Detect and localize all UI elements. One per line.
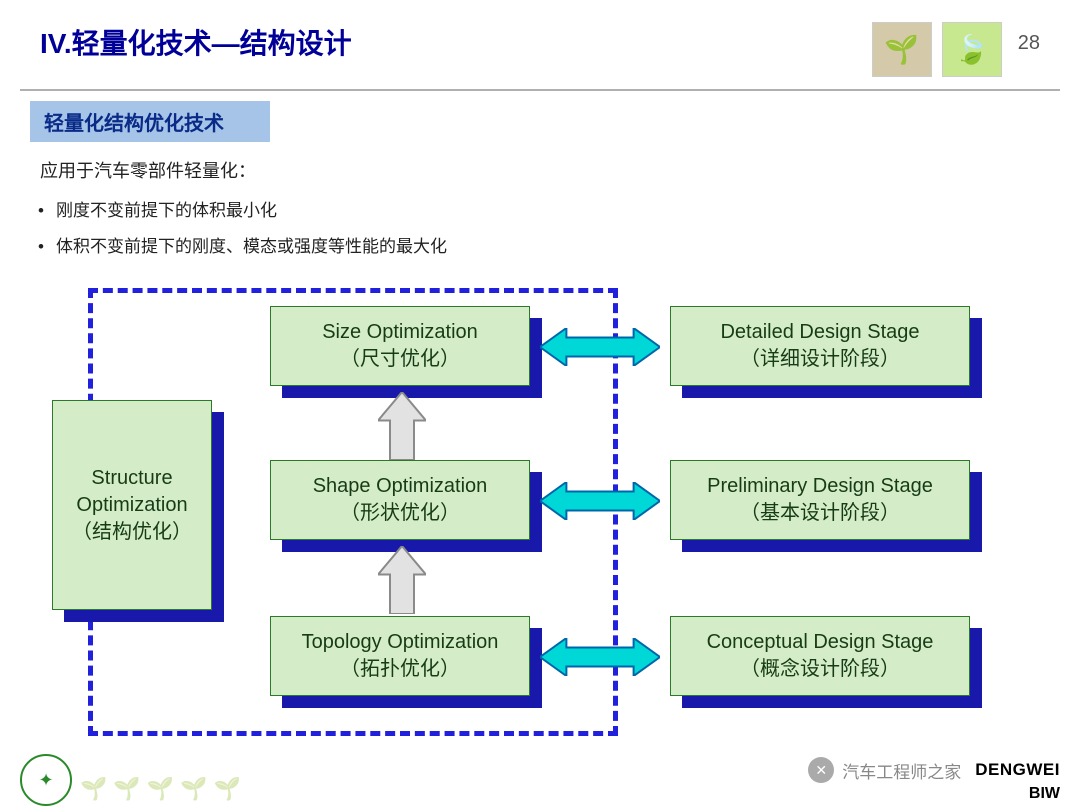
intro-text: 应用于汽车零部件轻量化：	[40, 156, 1040, 187]
node-topology-en: Topology Optimization	[302, 629, 499, 656]
node-root-zh: （结构优化）	[72, 519, 192, 546]
bullet-2: 体积不变前提下的刚度、模态或强度等性能的最大化	[56, 233, 1040, 262]
node-topology-zh: （拓扑优化）	[340, 656, 460, 683]
arrow-up-2	[378, 546, 426, 619]
wechat-icon: ✕	[808, 757, 834, 783]
bullet-1: 刚度不变前提下的体积最小化	[56, 197, 1040, 226]
node-root-en: Structure Optimization	[59, 465, 205, 519]
arrow-double-3	[540, 638, 660, 681]
node-root: Structure Optimization（结构优化）	[52, 400, 212, 610]
node-detailed: Detailed Design Stage（详细设计阶段）	[670, 306, 970, 386]
brand-text: DENGWEI	[975, 760, 1060, 780]
page-number: 28	[1018, 32, 1040, 55]
wechat-label: 汽车工程师之家	[842, 758, 961, 783]
header-divider	[20, 89, 1060, 91]
node-preliminary-en: Preliminary Design Stage	[707, 473, 933, 500]
node-conceptual: Conceptual Design Stage（概念设计阶段）	[670, 616, 970, 696]
flowchart-diagram: Structure Optimization（结构优化） Size Optimiz…	[30, 280, 1050, 750]
node-size-zh: （尺寸优化）	[340, 346, 460, 373]
node-preliminary-zh: （基本设计阶段）	[740, 500, 900, 527]
page-title: IV.轻量化技术—结构设计	[40, 22, 352, 62]
node-size-en: Size Optimization	[322, 319, 478, 346]
node-detailed-en: Detailed Design Stage	[720, 319, 919, 346]
node-conceptual-en: Conceptual Design Stage	[707, 629, 934, 656]
section-subtitle: 轻量化结构优化技术	[30, 101, 270, 142]
node-shape: Shape Optimization（形状优化）	[270, 460, 530, 540]
node-shape-zh: （形状优化）	[340, 500, 460, 527]
arrow-double-1	[540, 328, 660, 371]
node-topology: Topology Optimization（拓扑优化）	[270, 616, 530, 696]
decor-plant-img-2: 🍃	[942, 22, 1002, 77]
arrow-double-2	[540, 482, 660, 525]
sub-brand-text: BIW	[1029, 785, 1060, 803]
node-size: Size Optimization（尺寸优化）	[270, 306, 530, 386]
node-preliminary: Preliminary Design Stage（基本设计阶段）	[670, 460, 970, 540]
arrow-up-1	[378, 392, 426, 465]
node-conceptual-zh: （概念设计阶段）	[740, 656, 900, 683]
node-detailed-zh: （详细设计阶段）	[740, 346, 900, 373]
node-shape-en: Shape Optimization	[313, 473, 488, 500]
org-logo-badge: ✦	[20, 754, 72, 806]
decor-plant-img-1: 🌱	[872, 22, 932, 77]
